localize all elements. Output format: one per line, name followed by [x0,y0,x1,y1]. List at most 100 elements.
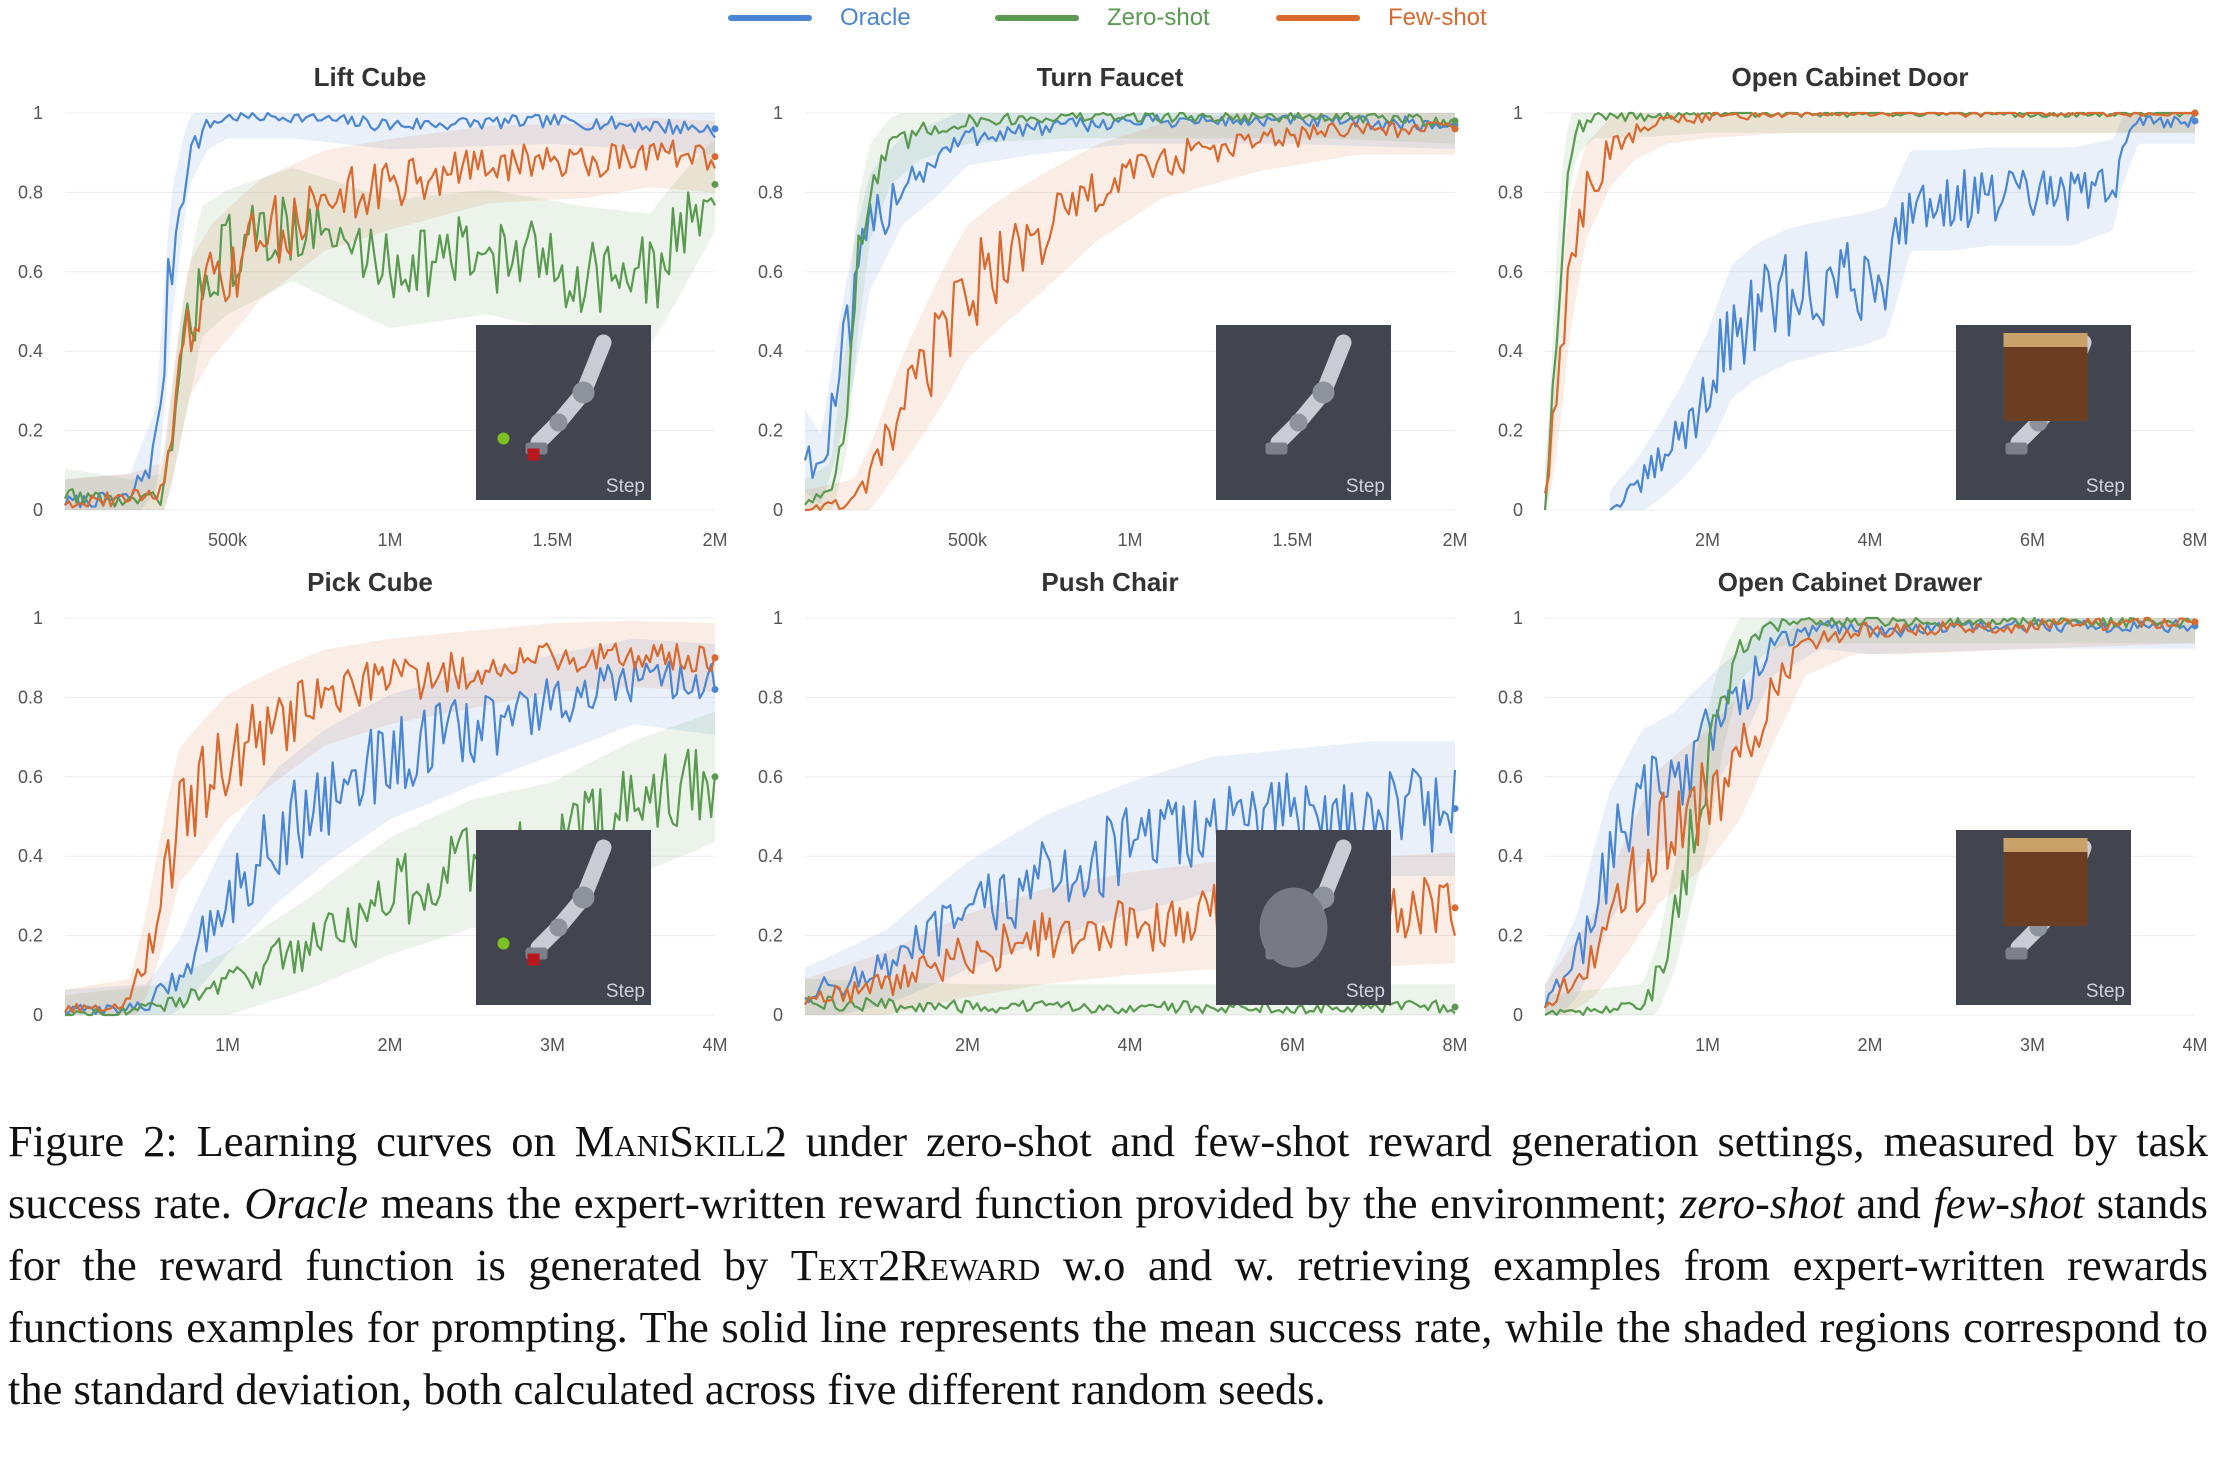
y-tick-label: 0.2 [18,421,43,441]
zero-shot-std-band [805,113,1455,510]
robot-joint-icon [1289,413,1308,432]
chart-title: Push Chair [1041,567,1179,597]
goal-marker-icon [497,937,510,950]
chart-svg: 0 0.2 0.4 0.6 0.8 1 2M 4M 6M 8M Step [758,608,1468,1055]
oracle-line [804,767,1457,1004]
caption-text-2: means the expert-written reward function… [368,1178,1680,1228]
cube-icon [527,448,540,461]
robot-joint-icon [1312,381,1335,404]
chart-svg: 0 0.2 0.4 0.6 0.8 1 1M 2M 3M 4M Step [1498,608,2208,1055]
y-tick-label: 0.4 [1498,846,1523,866]
chart-title: Open Cabinet Door [1731,62,1969,92]
goal-marker-icon [497,432,510,445]
few-shot-line [64,139,717,509]
oracle-end-point [2191,117,2199,125]
y-tick-label: 0.4 [18,846,43,866]
oracle-end-point [711,125,719,133]
gripper-icon [2005,442,2028,455]
zero-shot-std-band [65,139,715,510]
y-tick-label: 0.6 [1498,767,1523,787]
y-tick-label: 1 [33,103,43,123]
legend: Oracle Zero-shot Few-shot [0,0,2220,40]
y-tick-label: 0.2 [18,926,43,946]
y-tick-label: 0.2 [758,926,783,946]
chart-panel: Turn Faucet 0 0.2 0.4 0.6 0.8 1 500k 1M 1.5M 2M Ste… [740,55,1480,565]
caption-text-3: stands for the reward function is genera… [8,1178,2208,1290]
oracle-line [64,660,717,1016]
x-tick-label: 4M [1117,1035,1142,1055]
y-tick-label: 0.4 [1498,341,1523,361]
zero-shot-end-point [711,773,719,781]
cabinet-top-icon [2003,838,2088,852]
x-tick-label: 2M [1442,530,1467,550]
x-tick-label: 1M [1695,1035,1720,1055]
step-label: Step [2086,981,2125,1002]
few-shot-end-point [2191,618,2199,626]
x-tick-label: 2M [702,530,727,550]
chart-title: Turn Faucet [1036,62,1184,92]
robot-arm-icon [530,839,612,956]
y-tick-label: 0.4 [758,341,783,361]
oracle-line [1543,618,2196,1009]
y-tick-label: 0 [1513,500,1523,520]
x-tick-label: 500k [948,530,988,550]
step-label: Step [2086,476,2125,497]
x-tick-label: 4M [1857,530,1882,550]
x-tick-label: 3M [2020,1035,2045,1055]
robot-joint-icon [549,413,568,432]
y-tick-label: 0 [33,1005,43,1025]
chart-svg: 0 0.2 0.4 0.6 0.8 1 500k 1M 1.5M 2M Step [18,103,728,550]
legend-label-oracle: Oracle [840,4,911,31]
y-tick-label: 0.6 [18,262,43,282]
robot-joint-icon [572,381,595,404]
caption-text2reward: Text2Reward [790,1240,1041,1290]
robot-render-inset: Step [1216,325,1391,500]
few-shot-std-band [65,620,715,1015]
caption-maniskill2: ManiSkill2 [574,1116,787,1166]
y-tick-label: 0.6 [18,767,43,787]
chart-svg: 0 0.2 0.4 0.6 0.8 1 2M 4M 6M 8M Step [1498,103,2208,550]
few-shot-end-point [1451,125,1459,133]
gripper-icon [1265,442,1288,455]
y-tick-label: 0.4 [18,341,43,361]
x-tick-label: 4M [2182,1035,2207,1055]
y-tick-label: 1 [1513,103,1523,123]
oracle-end-point [711,685,719,693]
y-tick-label: 0.8 [18,687,43,707]
zero-shot-line [1543,111,2196,511]
y-tick-label: 0 [773,1005,783,1025]
few-shot-std-band [65,118,715,510]
oracle-line [1609,113,2196,511]
few-shot-line [805,120,1456,512]
oracle-std-band [1610,113,2195,510]
zero-shot-end-point [1451,117,1459,125]
oracle-std-band [65,638,715,1015]
caption-and: and [1843,1178,1934,1228]
few-shot-line [1543,111,2196,494]
x-tick-label: 6M [1280,1035,1305,1055]
caption-few-shot: few-shot [1933,1178,2085,1228]
chart-grid: Lift Cube 0 0.2 0.4 0.6 0.8 1 500k 1M 1.5M 2M Step T… [18,55,2220,1070]
robot-arm-icon [530,334,612,451]
step-label: Step [606,476,645,497]
y-tick-label: 0.2 [1498,421,1523,441]
legend-swatch-oracle [728,15,812,21]
robot-render-inset: Step [1216,830,1391,1005]
robot-render-inset: Step [1956,830,2131,1005]
step-label: Step [606,981,645,1002]
legend-item-few-shot: Few-shot [1276,4,1487,32]
chart-panel: Open Cabinet Drawer 0 0.2 0.4 0.6 0.8 1 1M 2M 3M 4… [1480,560,2220,1070]
y-tick-label: 0.8 [1498,687,1523,707]
x-tick-label: 1.5M [1272,530,1312,550]
legend-swatch-few-shot [1276,15,1360,21]
caption-oracle: Oracle [244,1178,368,1228]
oracle-line [803,113,1456,480]
y-tick-label: 0.8 [18,182,43,202]
oracle-end-point [1451,805,1459,813]
x-tick-label: 8M [2182,530,2207,550]
y-tick-label: 0.8 [758,687,783,707]
chart-panel: Push Chair 0 0.2 0.4 0.6 0.8 1 2M 4M 6M 8M Step [740,560,1480,1070]
few-shot-end-point [1451,904,1459,912]
few-shot-line [64,642,717,1014]
figure-caption: Figure 2: Learning curves on ManiSkill2 … [8,1110,2208,1420]
